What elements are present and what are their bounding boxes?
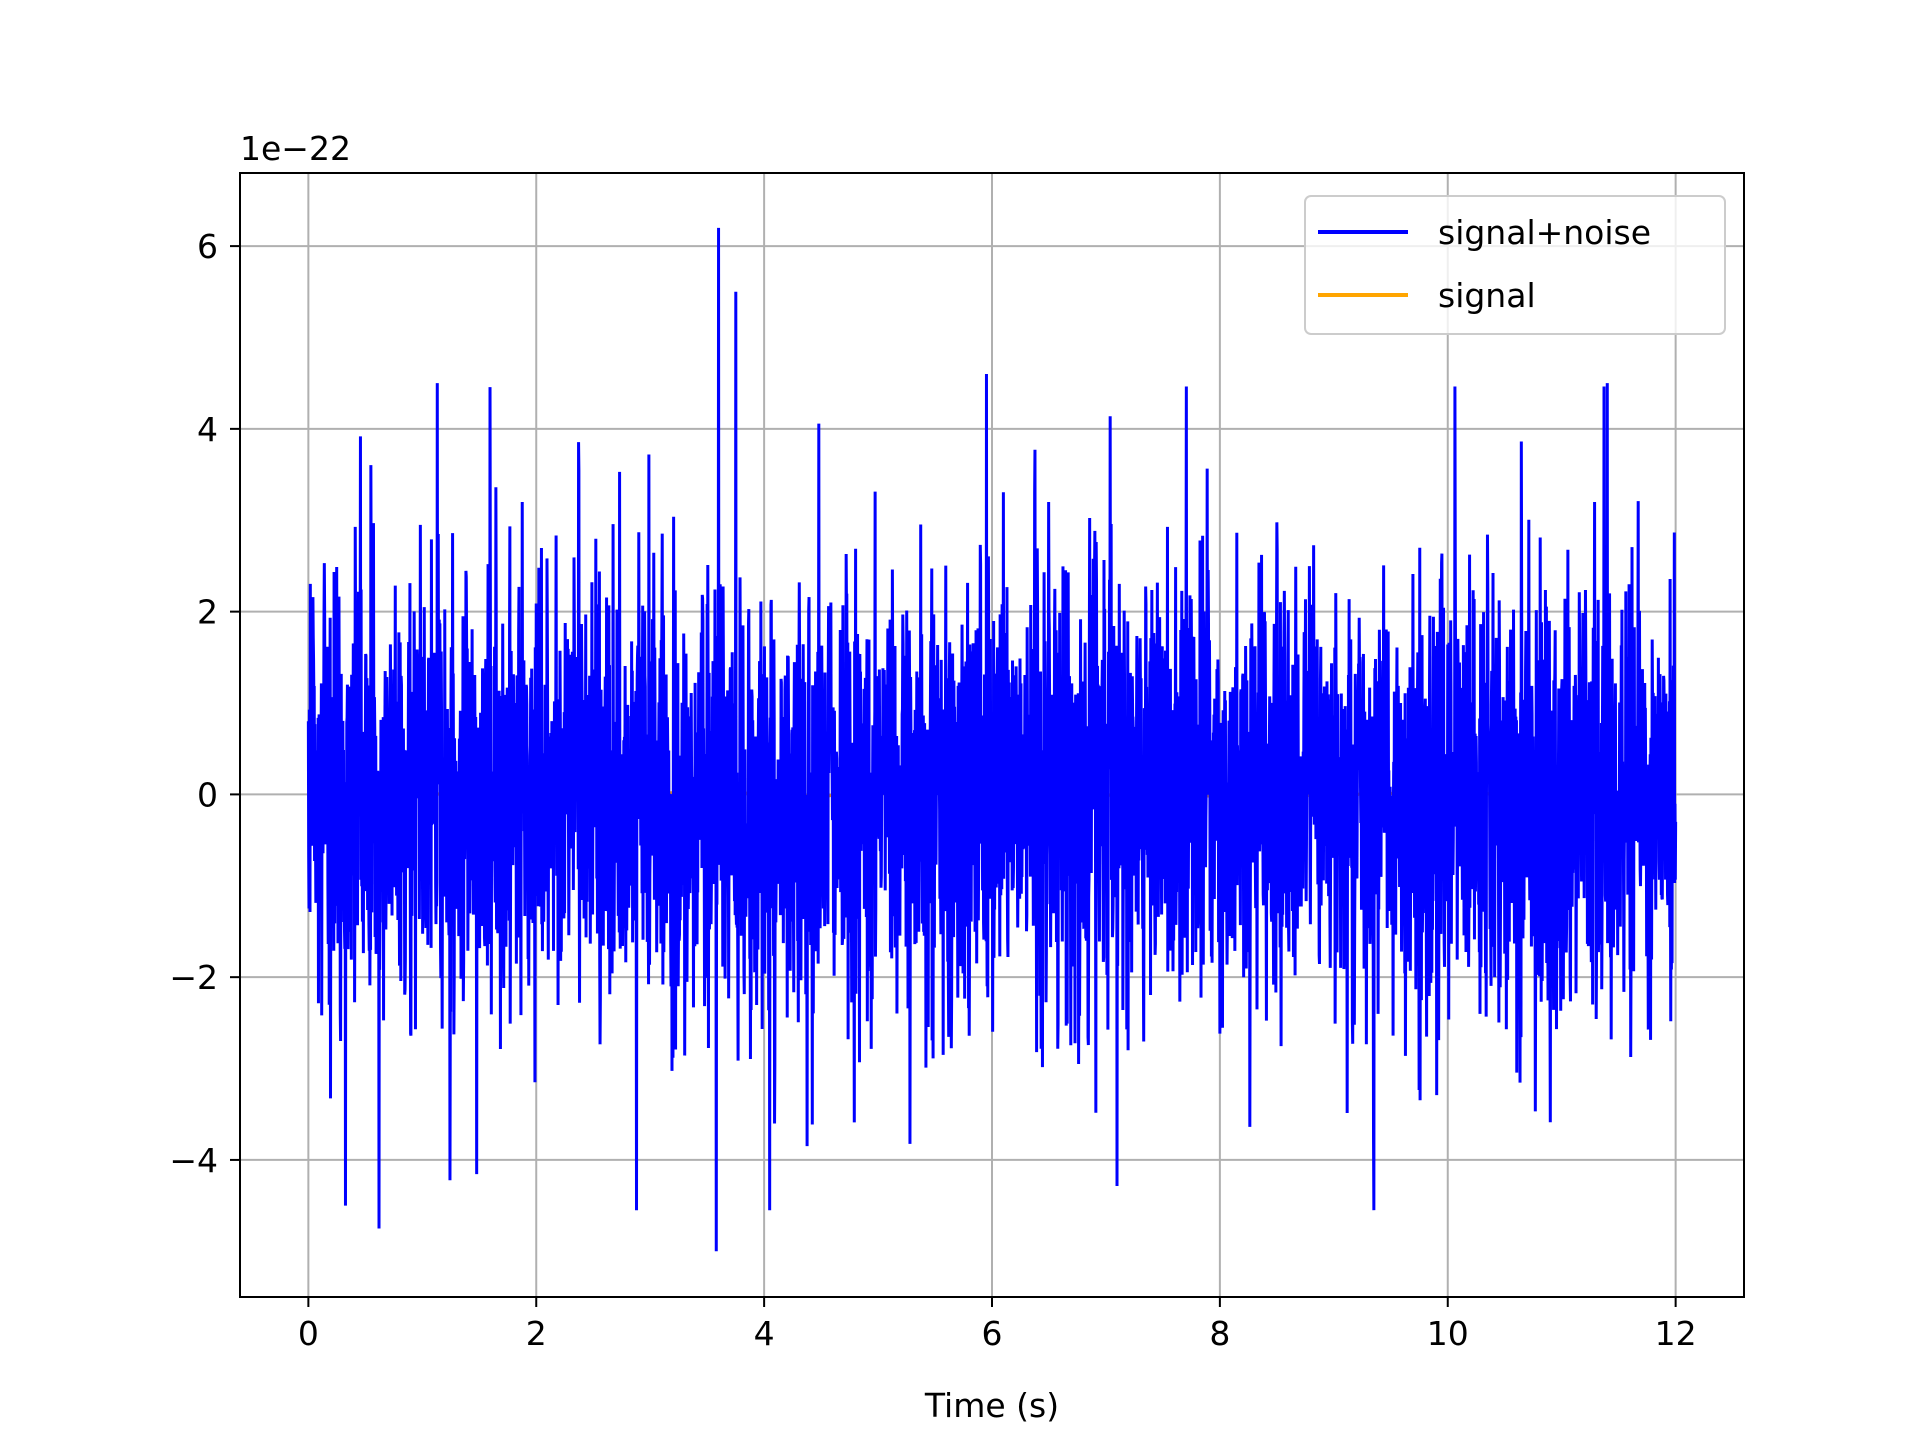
x-tick-label: 6 <box>982 1314 1003 1353</box>
x-tick-label: 12 <box>1655 1314 1697 1353</box>
y-tick-label: −4 <box>169 1141 218 1180</box>
x-tick-label: 10 <box>1427 1314 1469 1353</box>
y-offset-label: 1e−22 <box>240 129 351 168</box>
legend: signal+noise signal <box>1304 195 1726 335</box>
x-tick-label: 2 <box>526 1314 547 1353</box>
y-tick-label: 4 <box>197 410 218 449</box>
legend-box <box>1304 195 1726 335</box>
y-tick-label: 2 <box>197 593 218 632</box>
y-tick-label: −2 <box>169 958 218 997</box>
y-tick-label: 6 <box>197 227 218 266</box>
x-axis-label: Time (s) <box>924 1386 1059 1425</box>
y-tick-label: 0 <box>197 775 218 814</box>
x-tick-label: 8 <box>1209 1314 1230 1353</box>
series-layer <box>306 227 1678 1252</box>
x-tick-label: 4 <box>754 1314 775 1353</box>
x-tick-label: 0 <box>298 1314 319 1353</box>
x-axis-ticks: 0 2 4 6 8 10 12 <box>298 1297 1697 1353</box>
y-axis-ticks: −4 −2 0 2 4 6 <box>169 227 240 1180</box>
legend-entry-signal: signal <box>1438 276 1536 315</box>
series-line-signal-noise <box>306 227 1678 1252</box>
legend-entry-signal-noise: signal+noise <box>1438 213 1651 252</box>
